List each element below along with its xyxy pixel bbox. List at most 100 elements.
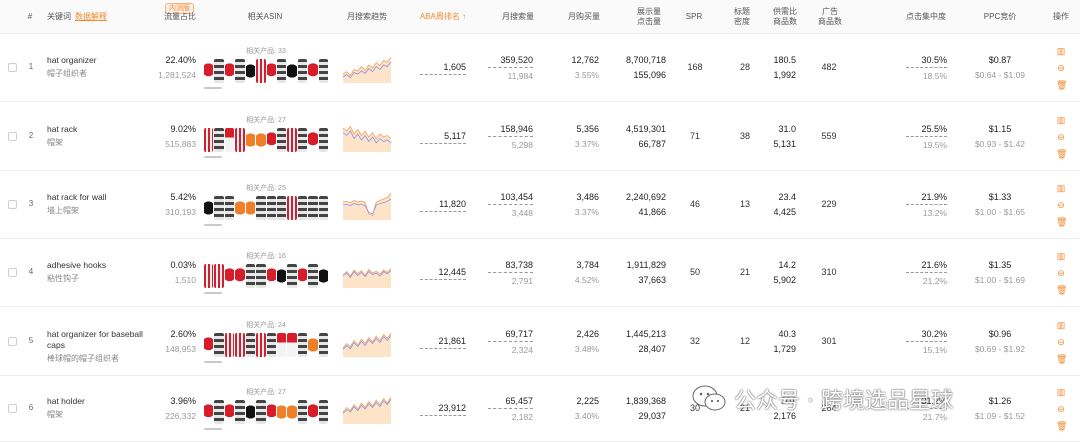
product-thumbnail[interactable] (318, 333, 329, 357)
product-thumbnail[interactable] (224, 400, 235, 424)
row-checkbox[interactable] (8, 132, 17, 141)
product-thumbnail[interactable] (256, 400, 266, 424)
product-thumbnail[interactable] (318, 400, 329, 424)
product-thumbnail[interactable] (245, 264, 256, 288)
product-thumbnail[interactable] (297, 264, 308, 288)
product-thumbnail[interactable] (318, 128, 329, 152)
more-options-icon[interactable]: ⊖ (1057, 200, 1065, 210)
product-thumbnail[interactable] (308, 59, 318, 83)
more-options-icon[interactable]: ⊖ (1057, 404, 1065, 414)
click-concentration-value[interactable]: 30.2% (906, 328, 947, 342)
trash-icon[interactable]: 🗑 (1056, 354, 1068, 364)
product-thumbnail[interactable] (245, 333, 256, 357)
trash-icon[interactable]: 🗑 (1056, 217, 1068, 227)
product-thumbnail[interactable] (214, 333, 224, 357)
header-title-density[interactable]: 标题 密度 (730, 0, 754, 34)
trash-icon[interactable]: 🗑 (1056, 421, 1068, 431)
product-thumbnail[interactable] (204, 196, 214, 220)
product-thumbnail[interactable] (204, 264, 214, 288)
keyword-cell[interactable]: hat organizer for baseball caps 棒球帽的帽子组织者 (47, 329, 152, 364)
product-thumbnail[interactable] (297, 59, 308, 83)
trend-sparkline[interactable] (341, 256, 393, 290)
row-checkbox[interactable] (8, 404, 17, 413)
header-ads[interactable]: 广告 商品数 (813, 0, 847, 34)
product-thumbnail[interactable] (266, 400, 276, 424)
keyword-cell[interactable]: hat rack 帽架 (47, 124, 152, 148)
product-thumbnail[interactable] (276, 264, 287, 288)
product-thumbnail[interactable] (318, 264, 329, 288)
header-spr[interactable]: SPR (685, 12, 703, 21)
product-thumbnail[interactable] (204, 128, 214, 152)
product-thumbnail[interactable] (214, 400, 224, 424)
product-thumbnail[interactable] (235, 400, 245, 424)
product-thumbnail[interactable] (235, 196, 245, 220)
header-aba-rank[interactable]: ABA周排名 ↑ (419, 12, 467, 21)
product-thumbnail[interactable] (204, 400, 214, 424)
product-thumbnail[interactable] (214, 196, 224, 220)
product-thumbnail[interactable] (245, 59, 256, 83)
product-thumbnail[interactable] (204, 333, 214, 357)
product-thumbnail[interactable] (245, 196, 256, 220)
chart-bars-icon[interactable]: ▥ (1056, 387, 1066, 397)
chart-bars-icon[interactable]: ▥ (1056, 183, 1066, 193)
product-thumbnail[interactable] (214, 59, 224, 83)
product-thumbnail[interactable] (245, 400, 256, 424)
product-thumbnail[interactable] (287, 264, 297, 288)
product-thumbnail[interactable] (256, 59, 266, 83)
aba-rank-value[interactable]: 12,445 (420, 266, 466, 280)
trend-sparkline[interactable] (341, 325, 393, 359)
header-traffic-share[interactable]: 流量占比 (164, 12, 196, 21)
product-thumbnail[interactable] (297, 333, 308, 357)
product-thumbnail[interactable] (256, 333, 266, 357)
keyword-cell[interactable]: adhesive hooks 粘性钩子 (47, 260, 152, 284)
product-thumbnail[interactable] (308, 128, 318, 152)
aba-rank-value[interactable]: 11,820 (420, 198, 466, 212)
header-impressions[interactable]: 展示量 点击量 (628, 0, 670, 34)
more-options-icon[interactable]: ⊖ (1057, 132, 1065, 142)
data-explain-link[interactable]: 数据解释 (75, 12, 107, 21)
product-thumbnail[interactable] (266, 264, 276, 288)
click-concentration-value[interactable]: 30.5% (906, 54, 947, 68)
product-thumbnail[interactable] (287, 196, 297, 220)
chart-bars-icon[interactable]: ▥ (1056, 115, 1066, 125)
product-thumbnail[interactable] (224, 333, 235, 357)
aba-rank-value[interactable]: 5,117 (420, 130, 466, 144)
keyword-text[interactable]: hat rack for wall (47, 192, 107, 202)
aba-rank-value[interactable]: 21,861 (420, 335, 466, 349)
thumbnail-scrollbar[interactable] (204, 224, 222, 226)
product-thumbnail[interactable] (276, 400, 287, 424)
product-thumbnail[interactable] (287, 128, 297, 152)
more-options-icon[interactable]: ⊖ (1057, 63, 1065, 73)
row-checkbox[interactable] (8, 268, 17, 277)
thumbnail-scrollbar[interactable] (204, 361, 222, 363)
keyword-cell[interactable]: hat organizer 帽子组织者 (47, 55, 152, 79)
product-thumbnail[interactable] (235, 59, 245, 83)
product-thumbnail[interactable] (235, 264, 245, 288)
monthly-search-value[interactable]: 69,717 (488, 328, 533, 342)
product-thumbnail[interactable] (297, 128, 308, 152)
trend-sparkline[interactable] (341, 188, 393, 222)
more-options-icon[interactable]: ⊖ (1057, 337, 1065, 347)
header-monthly-search[interactable]: 月搜索量 (502, 12, 534, 21)
trash-icon[interactable]: 🗑 (1056, 80, 1068, 90)
monthly-search-value[interactable]: 65,457 (488, 395, 533, 409)
row-checkbox[interactable] (8, 200, 17, 209)
product-thumbnail[interactable] (276, 128, 287, 152)
trend-sparkline[interactable] (341, 120, 393, 154)
product-thumbnail[interactable] (204, 59, 214, 83)
product-thumbnail[interactable] (256, 196, 266, 220)
product-thumbnail[interactable] (256, 128, 266, 152)
keyword-text[interactable]: hat holder (47, 396, 85, 406)
thumbnail-scrollbar[interactable] (204, 292, 222, 294)
click-concentration-value[interactable]: 21.6% (906, 259, 947, 273)
product-thumbnail[interactable] (224, 128, 235, 152)
header-ppc-bid[interactable]: PPC竞价 (983, 12, 1017, 21)
product-thumbnail[interactable] (308, 333, 318, 357)
header-click-concentration[interactable]: 点击集中度 (906, 12, 946, 21)
thumbnail-scrollbar[interactable] (204, 428, 222, 430)
chart-bars-icon[interactable]: ▥ (1056, 251, 1066, 261)
product-thumbnail[interactable] (287, 59, 297, 83)
monthly-search-value[interactable]: 158,946 (488, 123, 533, 137)
product-thumbnail[interactable] (318, 196, 329, 220)
product-thumbnail[interactable] (224, 59, 235, 83)
